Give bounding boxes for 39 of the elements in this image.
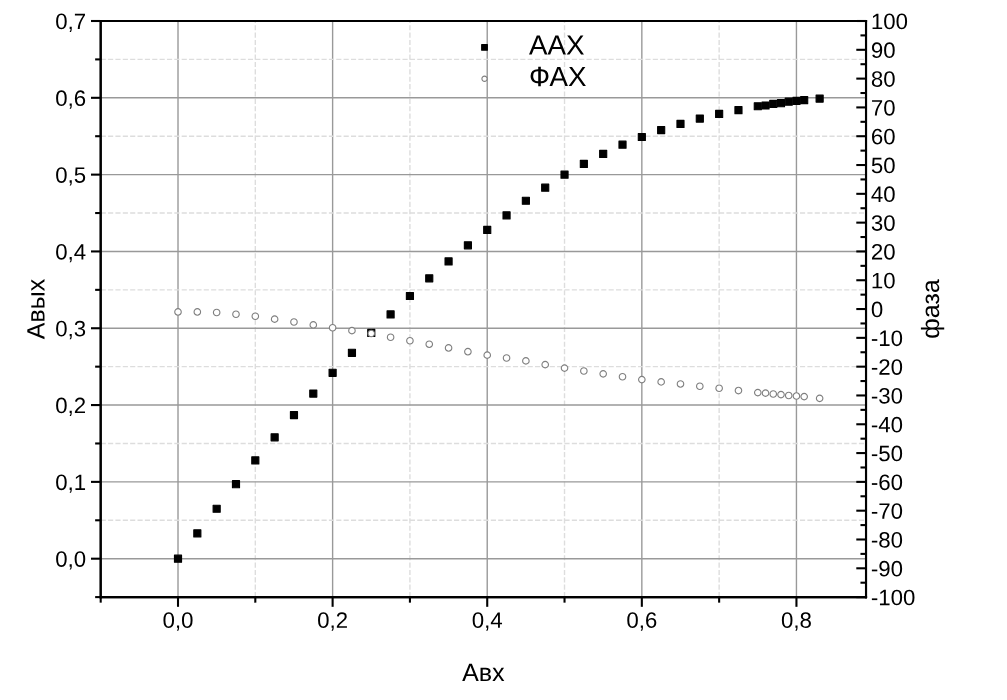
x-tick-label: 0,6	[627, 612, 657, 631]
y-tick-label: 0,7	[56, 13, 85, 32]
y-tick-label: 0,3	[56, 320, 86, 340]
y2-tick-label: -60	[871, 474, 903, 491]
y-tick-label: 0,0	[56, 551, 86, 570]
y2-tick-label: -20	[871, 359, 903, 375]
y-tick-label: 0,5	[56, 167, 86, 186]
y2-tick-label: 70	[872, 99, 895, 116]
y-axis-title: Авых	[27, 279, 45, 340]
y2-tick-label: -10	[871, 330, 903, 347]
y2-tick-label: -50	[871, 445, 903, 462]
y-tick-label: 0,2	[56, 397, 85, 416]
x-tick-label: 0,8	[781, 612, 811, 631]
y2-tick-label: 30	[871, 215, 895, 231]
y2-tick-label: 90	[871, 42, 895, 59]
y2-tick-label: 10	[872, 272, 895, 289]
y2-tick-label: -80	[871, 532, 903, 548]
y2-tick-label: 20	[872, 243, 895, 260]
y2-tick-label: -90	[871, 560, 903, 577]
y2-tick-label: 40	[871, 186, 895, 203]
legend-label: ФАХ	[530, 66, 586, 87]
legend-label: ААХ	[529, 35, 584, 55]
y2-axis-title: фаза	[920, 279, 945, 338]
x-tick-label: 0,2	[318, 612, 347, 631]
y2-tick-label: -30	[871, 388, 903, 404]
y2-tick-label: 50	[871, 157, 895, 174]
x-tick-label: 0,0	[163, 612, 193, 631]
y2-tick-label: 60	[872, 128, 895, 145]
y2-tick-label: 80	[871, 71, 895, 87]
y-tick-label: 0,6	[56, 90, 86, 109]
y2-tick-label: 100	[872, 13, 908, 30]
y-tick-label: 0,4	[56, 243, 86, 263]
x-axis-title: Авх	[462, 663, 505, 682]
y-tick-label: 0,1	[56, 474, 86, 493]
y2-tick-label: 0	[871, 301, 883, 318]
y2-tick-label: -40	[871, 416, 903, 433]
x-tick-label: 0,4	[472, 612, 503, 631]
y2-tick-label: -100	[871, 589, 915, 606]
y2-tick-label: -70	[871, 503, 903, 519]
